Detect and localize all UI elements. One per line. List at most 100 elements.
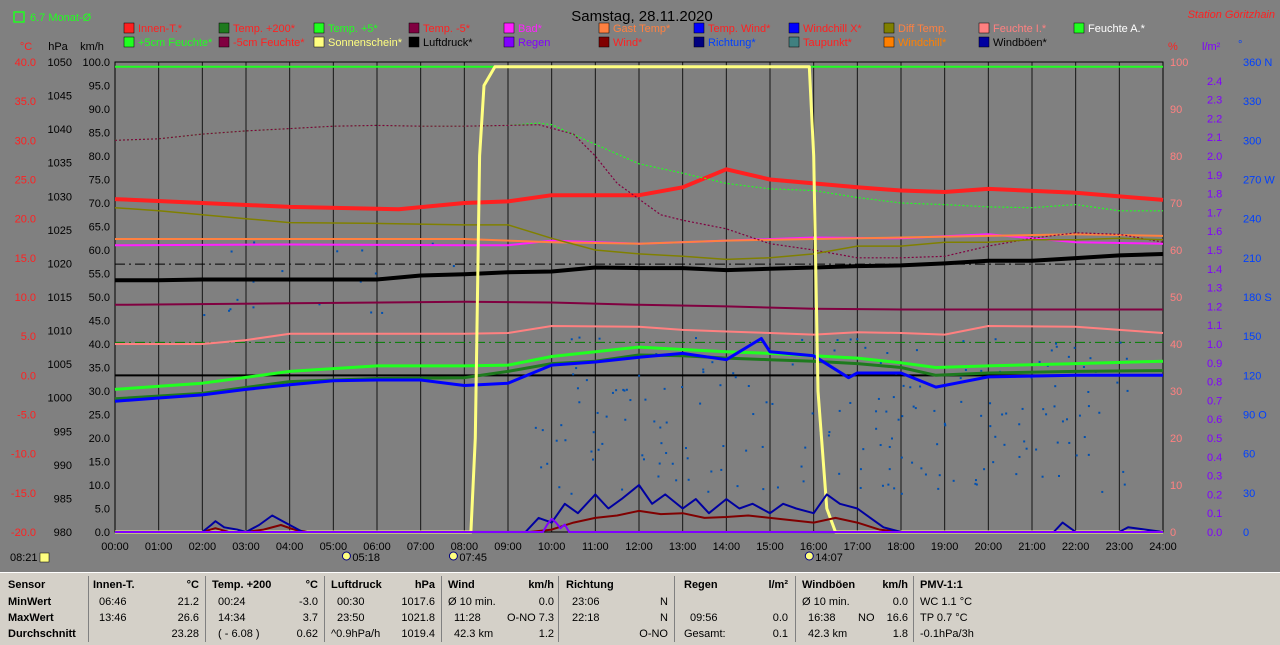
stats-separator	[558, 576, 559, 642]
wind-tick-label: 45.0	[89, 316, 110, 328]
direction-dot	[890, 437, 893, 440]
direction-dot	[1056, 441, 1059, 444]
direction-dot	[1005, 412, 1008, 415]
direction-dot	[1087, 453, 1090, 456]
sun-marker-time: 05:18	[352, 552, 380, 564]
stats-header-innen: Innen-T.	[93, 579, 135, 591]
direction-dot	[1003, 443, 1006, 446]
stats-wind-max-time: 11:28	[454, 612, 481, 624]
direction-dot	[615, 389, 618, 392]
direction-dot	[1078, 414, 1081, 417]
wind-tick-label: 30.0	[89, 386, 110, 398]
rain-tick-label: 0.1	[1207, 508, 1222, 520]
stats-header-temp200: Temp. +200	[212, 579, 272, 591]
x-tick-label: 21:00	[1018, 541, 1046, 553]
direction-dot	[681, 386, 684, 389]
direction-dot	[546, 462, 549, 465]
x-tick-label: 03:00	[232, 541, 260, 553]
legend-swatch	[313, 22, 325, 34]
stats-windboeen-avg-value: 1.8	[892, 628, 908, 640]
chart-title: Samstag, 28.11.2020	[571, 8, 713, 25]
sun-marker-icon	[804, 551, 814, 561]
direction-dot	[828, 431, 831, 434]
direction-dot	[657, 475, 660, 478]
direction-dot	[881, 484, 884, 487]
wind-tick-label: 90.0	[89, 104, 110, 116]
stats-temp200-avg-value: 0.62	[296, 628, 318, 640]
stats-temp200-max-value: 3.7	[302, 612, 318, 624]
humidity-axis-label: %	[1168, 41, 1178, 53]
direction-tick-label: 90 O	[1243, 410, 1267, 422]
direction-dot	[644, 398, 647, 401]
direction-dot	[236, 298, 239, 301]
stats-header-pmv: PMV-1:1	[920, 579, 963, 591]
humidity-tick-label: 20	[1170, 433, 1182, 445]
stats-regen-total-label: Gesamt:	[684, 628, 726, 640]
legend-swatch	[693, 22, 705, 34]
direction-dot	[663, 387, 666, 390]
direction-dot	[974, 482, 977, 485]
direction-dot	[1075, 454, 1078, 457]
stats-col-windboeen: Windböen km/h Ø 10 min. 16:38 42.3 km NO…	[802, 573, 912, 645]
stats-richtung-min-time: 23:06	[572, 596, 600, 608]
rain-tick-label: 1.8	[1207, 189, 1222, 201]
direction-dot	[849, 401, 852, 404]
direction-tick-label: 120	[1243, 370, 1261, 382]
rain-tick-label: 2.4	[1207, 76, 1222, 88]
direction-dot	[980, 369, 983, 372]
direction-dot	[653, 420, 656, 423]
direction-dot	[203, 314, 206, 317]
x-tick-label: 01:00	[145, 541, 173, 553]
direction-dot	[859, 468, 862, 471]
stats-windboeen-min-label: Ø 10 min.	[802, 596, 850, 608]
direction-dot	[578, 401, 581, 404]
stats-windboeen-min-value: 0.0	[892, 596, 908, 608]
series-line-5cm-feuchte	[114, 124, 1164, 259]
pressure-tick-label: 995	[54, 426, 72, 438]
temp-tick-label: 40.0	[15, 57, 36, 69]
direction-dot	[901, 415, 904, 418]
direction-dot	[711, 361, 714, 364]
direction-dot	[431, 242, 434, 245]
direction-dot	[937, 487, 940, 490]
humidity-tick-label: 10	[1170, 480, 1182, 492]
direction-dot	[1001, 413, 1004, 416]
direction-dot	[623, 389, 626, 392]
stats-header-wind: Wind	[448, 579, 475, 591]
temp-tick-label: 5.0	[21, 331, 36, 343]
stats-luftdruck-avg-value: 1019.4	[401, 628, 435, 640]
direction-dot	[1055, 345, 1058, 348]
temp-tick-label: 10.0	[15, 292, 36, 304]
direction-dot	[570, 492, 573, 495]
rain-tick-label: 1.4	[1207, 264, 1222, 276]
legend-label: Bad*	[518, 23, 543, 35]
pressure-tick-label: 1015	[48, 292, 72, 304]
stats-temp200-max-time: 14:34	[218, 612, 246, 624]
direction-dot	[856, 338, 859, 341]
stats-temp200-avg-note: ( - 6.08 )	[218, 628, 260, 640]
x-tick-label: 11:00	[582, 541, 609, 553]
direction-dot	[1053, 405, 1056, 408]
direction-dot	[591, 458, 594, 461]
stats-unit-regen: l/m²	[768, 579, 788, 591]
stats-header-windboeen: Windböen	[802, 579, 856, 591]
pressure-tick-label: 1010	[48, 326, 72, 338]
direction-dot	[541, 429, 544, 432]
direction-dot	[625, 388, 628, 391]
legend-swatch	[313, 36, 325, 48]
humidity-tick-label: 0	[1170, 527, 1176, 539]
legend-swatch	[883, 36, 895, 48]
rain-tick-label: 1.1	[1207, 320, 1222, 332]
legend-swatch	[598, 22, 610, 34]
direction-dot	[578, 336, 581, 339]
stats-unit-wind: km/h	[528, 579, 554, 591]
humidity-tick-label: 60	[1170, 245, 1182, 257]
stats-windboeen-max-direction: NO	[858, 612, 875, 624]
temp-tick-label: 0.0	[21, 370, 36, 382]
stats-separator	[441, 576, 442, 642]
direction-dot	[745, 449, 748, 452]
stats-luftdruck-max-time: 23:50	[337, 612, 365, 624]
legend-swatch	[883, 22, 895, 34]
series-line-temp-5	[114, 345, 1164, 391]
stats-regen-max-value: 0.0	[772, 612, 788, 624]
